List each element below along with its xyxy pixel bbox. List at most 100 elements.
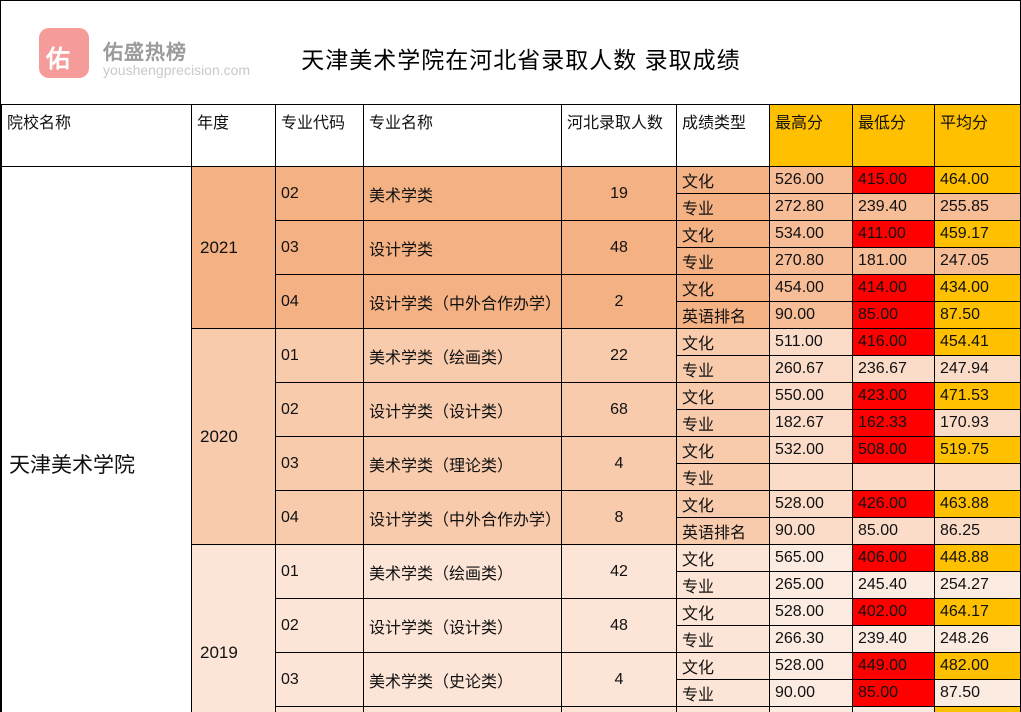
min-score-cell: 239.40 [852, 625, 935, 653]
max-score-cell: 532.00 [769, 436, 853, 464]
min-score-cell: 239.40 [852, 193, 935, 221]
avg-score-cell: 87.50 [934, 679, 1020, 707]
max-score-cell [769, 463, 853, 491]
score-type-cell: 专业 [676, 193, 770, 221]
max-score-cell: 528.00 [769, 652, 853, 680]
brand-name: 佑盛热榜 [103, 42, 187, 64]
table-row: 专业 260.67 236.67 247.94 [2, 355, 1020, 383]
admit-count-cell: 4 [561, 436, 677, 491]
year-cell: 2021 [191, 166, 276, 329]
admit-count-cell: 22 [561, 328, 677, 383]
major-name-cell: 设计学类（中外合作办学） [363, 490, 562, 545]
min-score-cell [852, 463, 935, 491]
table-row: 专业 182.67 162.33 170.93 [2, 409, 1020, 437]
major-name-cell: 设计学类（设计类） [363, 382, 562, 437]
major-name-cell: 设计学类（设计类） [363, 598, 562, 653]
admit-count-cell: 2 [561, 274, 677, 329]
table-row: 03 美术学类（理论类） 4 文化 532.00 508.00 519.75 [2, 436, 1020, 491]
major-code-cell: 01 [275, 328, 364, 383]
score-type-cell: 文化 [676, 166, 770, 194]
max-score-cell: 266.30 [769, 625, 853, 653]
avg-score-cell: 247.94 [934, 355, 1020, 383]
major-code-cell: 02 [275, 598, 364, 653]
table-row: 专业 90.00 85.00 87.50 [2, 679, 1020, 707]
major-name-cell: 美术学类（史论类） [363, 652, 562, 707]
admit-count-cell: 48 [561, 220, 677, 275]
col-header-score-type: 成绩类型 [676, 104, 770, 167]
avg-score-cell: 482.00 [934, 652, 1020, 680]
brand-domain: youshengprecision.com [103, 62, 251, 78]
max-score-cell: 454.00 [769, 274, 853, 302]
min-score-cell: 449.00 [852, 652, 935, 680]
min-score-cell: 508.00 [852, 436, 935, 464]
max-score-cell: 182.67 [769, 409, 853, 437]
year-cell: 2020 [191, 328, 276, 545]
avg-score-cell: 86.25 [934, 517, 1020, 545]
max-score-cell: 528.00 [769, 490, 853, 518]
avg-score-cell: 248.26 [934, 625, 1020, 653]
score-type-cell: 专业 [676, 355, 770, 383]
table-body: 天津美术学院 2021 02 美术学类 19 文化 526.00 415.00 464.00 专业… [1, 166, 1020, 712]
avg-score-cell: 459.17 [934, 220, 1020, 248]
max-score-cell: 528.00 [769, 598, 853, 626]
max-score-cell: 272.80 [769, 193, 853, 221]
max-score-cell: 468.00 [769, 706, 853, 712]
min-score-cell: 415.00 [852, 166, 935, 194]
table-row: 专业 [2, 463, 1020, 491]
min-score-cell: 181.00 [852, 247, 935, 275]
table-row: 03 美术学类（史论类） 4 文化 528.00 449.00 482.00 [2, 652, 1020, 707]
score-type-cell: 文化 [676, 220, 770, 248]
avg-score-cell: 87.50 [934, 301, 1020, 329]
col-header-major-name: 专业名称 [363, 104, 562, 167]
major-code-cell: 02 [275, 382, 364, 437]
header-row: 院校名称 年度 专业代码 专业名称 河北录取人数 成绩类型 最高分 最低分 平均… [1, 104, 1020, 167]
score-type-cell: 文化 [676, 598, 770, 626]
score-type-cell: 文化 [676, 490, 770, 518]
min-score-cell: 245.40 [852, 571, 935, 599]
score-type-cell: 文化 [676, 436, 770, 464]
table-row: 02 设计学类（设计类） 68 文化 550.00 423.00 471.53 [2, 382, 1020, 437]
avg-score-cell: 454.41 [934, 328, 1020, 356]
max-score-cell: 565.00 [769, 544, 853, 572]
admit-count-cell: 48 [561, 598, 677, 653]
table-row: 04 设计学类（中外合作办学） 2 文化 454.00 414.00 434.00 [2, 274, 1020, 329]
max-score-cell: 260.67 [769, 355, 853, 383]
min-score-cell: 236.67 [852, 355, 935, 383]
max-score-cell: 550.00 [769, 382, 853, 410]
avg-score-cell: 464.17 [934, 598, 1020, 626]
avg-score-cell: 471.53 [934, 382, 1020, 410]
score-type-cell: 文化 [676, 544, 770, 572]
table-row: 04 设计学类（中外合作办学） 8 文化 528.00 426.00 463.88 [2, 490, 1020, 545]
admit-count-cell: 68 [561, 382, 677, 437]
min-score-cell: 426.00 [852, 490, 935, 518]
avg-score-cell: 170.93 [934, 409, 1020, 437]
major-name-cell: 设计学类 [363, 220, 562, 275]
score-type-cell: 文化 [676, 652, 770, 680]
major-code-cell: 04 [275, 274, 364, 329]
avg-score-cell: 247.05 [934, 247, 1020, 275]
min-score-cell: 162.33 [852, 409, 935, 437]
major-name-cell: 美术学类 [363, 166, 562, 221]
score-type-cell: 专业 [676, 571, 770, 599]
page-title: 天津美术学院在河北省录取人数 录取成绩 [301, 47, 741, 73]
col-header-min-score: 最低分 [852, 104, 935, 167]
table-row: 2019 01 美术学类（绘画类） 42 文化 565.00 406.00 448.88 [2, 544, 1020, 712]
min-score-cell: 406.00 [852, 544, 935, 572]
avg-score-cell: 464.00 [934, 166, 1020, 194]
score-type-cell: 专业 [676, 409, 770, 437]
major-name-cell: 美术学类（绘画类） [363, 328, 562, 383]
min-score-cell: 85.00 [852, 301, 935, 329]
min-score-cell: 402.00 [852, 598, 935, 626]
score-type-cell: 文化 [676, 706, 770, 712]
col-header-admit-count: 河北录取人数 [561, 104, 677, 167]
max-score-cell: 90.00 [769, 301, 853, 329]
table-row: 03 设计学类 48 文化 534.00 411.00 459.17 [2, 220, 1020, 275]
score-type-cell: 文化 [676, 274, 770, 302]
min-score-cell: 430.00 [852, 706, 935, 712]
max-score-cell: 534.00 [769, 220, 853, 248]
year-cell: 2019 [191, 544, 276, 712]
major-code-cell: 04 [275, 706, 364, 712]
school-name-cell: 天津美术学院 [1, 166, 192, 712]
major-code-cell: 01 [275, 544, 364, 599]
